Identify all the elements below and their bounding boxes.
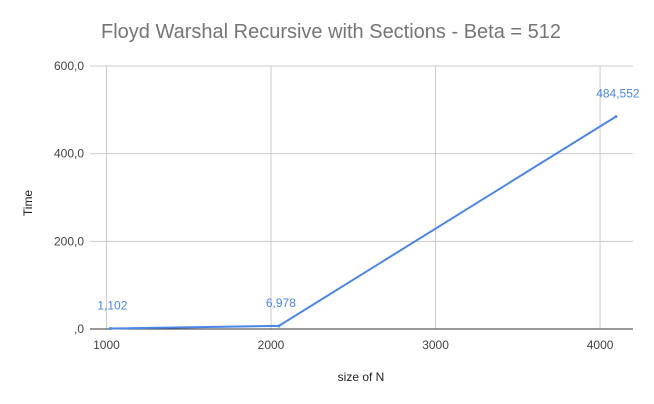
series-layer: [109, 115, 617, 330]
y-tick-label: 200,0: [54, 234, 84, 248]
x-tick-label: 4000: [587, 338, 614, 352]
x-tick-label: 3000: [422, 338, 449, 352]
y-tick-label: 600,0: [54, 59, 84, 73]
x-tick-label: 2000: [258, 338, 285, 352]
grid: [90, 66, 633, 329]
data-labels: 1,102 6,978 484,552: [97, 87, 640, 313]
tick-labels: ,0 200,0 400,0 600,0 1000 2000 3000 4000: [54, 59, 614, 352]
data-label: 484,552: [596, 87, 640, 101]
y-axis-label: Time: [21, 190, 35, 217]
y-tick-label: ,0: [74, 322, 84, 336]
data-point: [109, 327, 112, 330]
x-axis-label: size of N: [338, 370, 385, 384]
data-point: [277, 324, 280, 327]
chart-title: Floyd Warshal Recursive with Sections - …: [101, 21, 561, 43]
data-label: 6,978: [266, 296, 296, 310]
x-tick-label: 1000: [93, 338, 120, 352]
data-label: 1,102: [97, 299, 127, 313]
data-point: [614, 115, 617, 118]
series-line: [110, 117, 616, 329]
y-tick-label: 400,0: [54, 147, 84, 161]
